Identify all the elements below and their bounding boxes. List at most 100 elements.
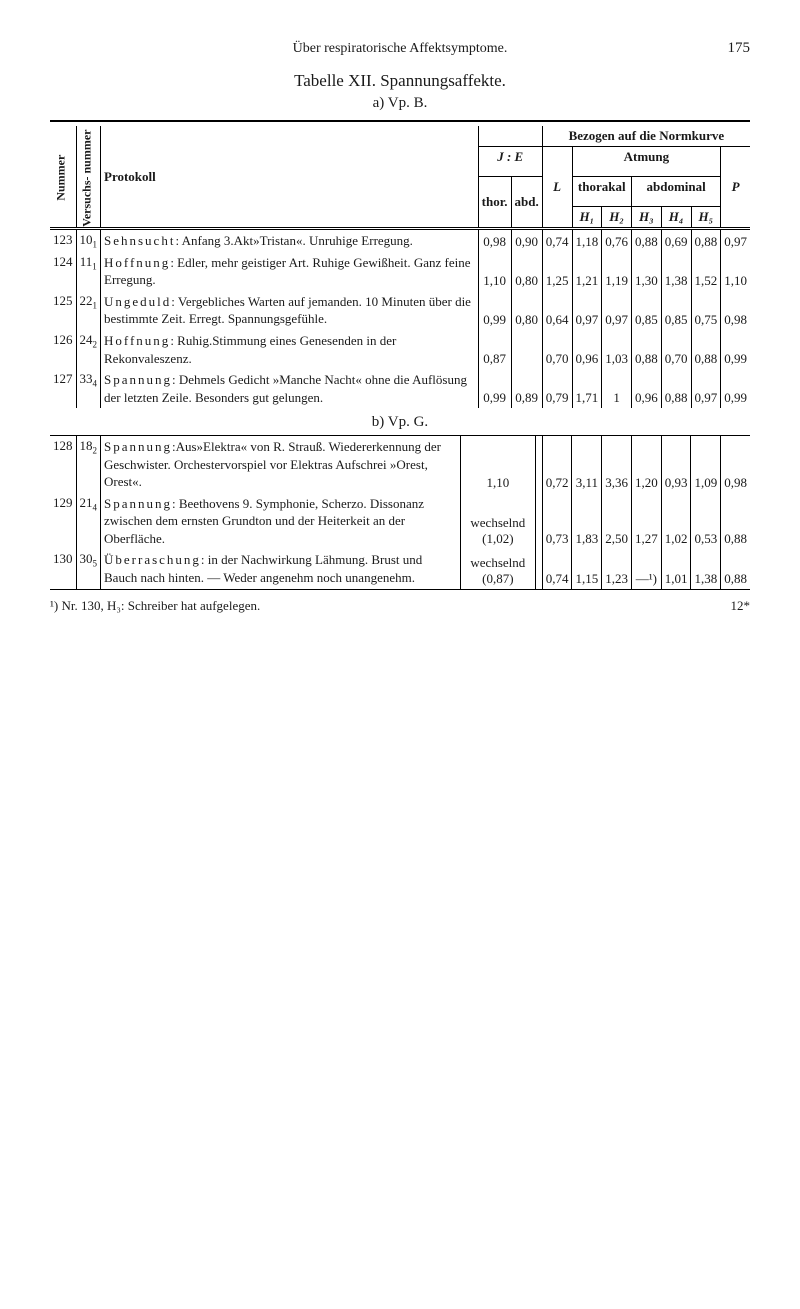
- cell: 0,97: [602, 291, 632, 330]
- cell: 1,38: [661, 252, 691, 291]
- cell: 1,30: [632, 252, 662, 291]
- cell: 242: [76, 330, 101, 369]
- cell: 334: [76, 369, 101, 408]
- table-title: Tabelle XII. Spannungsaffekte.: [50, 71, 750, 91]
- cell: 1,01: [661, 549, 691, 588]
- table-sub-b: b) Vp. G.: [50, 414, 750, 431]
- cell: 1,15: [572, 549, 602, 588]
- col-H1: H₁: [572, 207, 602, 229]
- cell: 0,53: [691, 493, 721, 550]
- cell: 0,76: [602, 230, 632, 252]
- col-bezogen: Bezogen auf die Normkurve: [542, 126, 750, 147]
- cell: Ungeduld: Vergebliches Warten auf jemand…: [101, 291, 479, 330]
- cell: 1,02: [661, 493, 691, 550]
- table-row: 129214Spannung: Beethovens 9. Symphonie,…: [50, 493, 750, 550]
- col-P: P: [721, 147, 750, 229]
- col-H5: H₅: [691, 207, 721, 229]
- cell: 0,99: [721, 330, 750, 369]
- cell: 1,03: [602, 330, 632, 369]
- cell: 3,11: [572, 436, 602, 493]
- table-row: 123101Sehnsucht: Anfang 3.Akt»Tristan«. …: [50, 230, 750, 252]
- cell: 0,88: [632, 230, 662, 252]
- cell: 0,88: [661, 369, 691, 408]
- cell: [535, 493, 542, 550]
- signature-mark: 12*: [731, 598, 751, 614]
- col-abdominal: abdominal: [632, 177, 721, 207]
- cell: 0,96: [572, 330, 602, 369]
- cell: 0,88: [691, 230, 721, 252]
- col-abd: abd.: [511, 177, 542, 229]
- cell: 0,88: [721, 549, 750, 588]
- cell: wechselnd (1,02): [460, 493, 535, 550]
- cell: 0,99: [478, 291, 511, 330]
- cell: 0,97: [572, 291, 602, 330]
- footnote-text: Nr. 130, H₃: Schreiber hat aufgelegen.: [61, 598, 260, 613]
- cell: 1,83: [572, 493, 602, 550]
- cell: 0,88: [721, 493, 750, 550]
- cell: 111: [76, 252, 101, 291]
- table-row: 125221Ungeduld: Vergebliches Warten auf …: [50, 291, 750, 330]
- cell: 0,80: [511, 252, 542, 291]
- cell: Sehnsucht: Anfang 3.Akt»Tristan«. Unruhi…: [101, 230, 479, 252]
- cell: [535, 549, 542, 588]
- col-versuchs: Versuchs- nummer: [76, 126, 101, 229]
- cell: 221: [76, 291, 101, 330]
- cell: 0,97: [721, 230, 750, 252]
- cell: Hoffnung: Ruhig.Stimmung eines Genesende…: [101, 330, 479, 369]
- cell: 0,96: [632, 369, 662, 408]
- cell: 123: [50, 230, 76, 252]
- cell: 0,74: [542, 549, 572, 588]
- empty-je: [478, 126, 542, 147]
- cell: 0,87: [478, 330, 511, 369]
- col-thor: thor.: [478, 177, 511, 229]
- cell: [535, 436, 542, 493]
- cell: 0,98: [721, 436, 750, 493]
- col-thorakal: thorakal: [572, 177, 632, 207]
- cell: 127: [50, 369, 76, 408]
- cell: 1,09: [691, 436, 721, 493]
- table-b: 128182Spannung:Aus»Elektra« von R. Strau…: [50, 436, 750, 588]
- cell: —¹): [631, 549, 661, 588]
- cell: 129: [50, 493, 76, 550]
- header-row-1: Nummer Versuchs- nummer Protokoll Bezoge…: [50, 126, 750, 147]
- cell: 1,10: [460, 436, 535, 493]
- cell: 0,74: [542, 230, 572, 252]
- cell: 1,21: [572, 252, 602, 291]
- cell: 0,98: [478, 230, 511, 252]
- table-row: 130305Überraschung: in der Nachwirkung L…: [50, 549, 750, 588]
- footnote-mark: ¹): [50, 598, 58, 613]
- cell: 0,93: [661, 436, 691, 493]
- cell: 0,88: [691, 330, 721, 369]
- cell: Spannung:Aus»Elektra« von R. Strauß. Wie…: [101, 436, 461, 493]
- table-row: 128182Spannung:Aus»Elektra« von R. Strau…: [50, 436, 750, 493]
- table-a: Nummer Versuchs- nummer Protokoll Bezoge…: [50, 126, 750, 408]
- cell: 0,70: [542, 330, 572, 369]
- table-row: 126242Hoffnung: Ruhig.Stimmung eines Gen…: [50, 330, 750, 369]
- cell: 1,27: [631, 493, 661, 550]
- footnote: ¹) Nr. 130, H₃: Schreiber hat aufgelegen…: [50, 598, 750, 614]
- cell: 1,52: [691, 252, 721, 291]
- page-header: Über respiratorische Affektsymptome. 175: [50, 40, 750, 57]
- cell: 0,70: [661, 330, 691, 369]
- cell: 0,90: [511, 230, 542, 252]
- rule-top: [50, 120, 750, 122]
- cell: 0,73: [542, 493, 572, 550]
- cell: 0,89: [511, 369, 542, 408]
- cell: wechselnd (0,87): [460, 549, 535, 588]
- cell: 0,85: [661, 291, 691, 330]
- cell: 125: [50, 291, 76, 330]
- cell: 1,18: [572, 230, 602, 252]
- cell: 0,80: [511, 291, 542, 330]
- table-row: 124111Hoffnung: Edler, mehr geistiger Ar…: [50, 252, 750, 291]
- cell: 0,97: [691, 369, 721, 408]
- cell: 1: [602, 369, 632, 408]
- cell: 1,38: [691, 549, 721, 588]
- page-number: 175: [710, 40, 750, 57]
- cell: 1,19: [602, 252, 632, 291]
- cell: 130: [50, 549, 76, 588]
- cell: 126: [50, 330, 76, 369]
- cell: Überraschung: in der Nachwirkung Lähmung…: [101, 549, 461, 588]
- cell: 1,71: [572, 369, 602, 408]
- cell: 0,64: [542, 291, 572, 330]
- col-nummer: Nummer: [50, 126, 76, 229]
